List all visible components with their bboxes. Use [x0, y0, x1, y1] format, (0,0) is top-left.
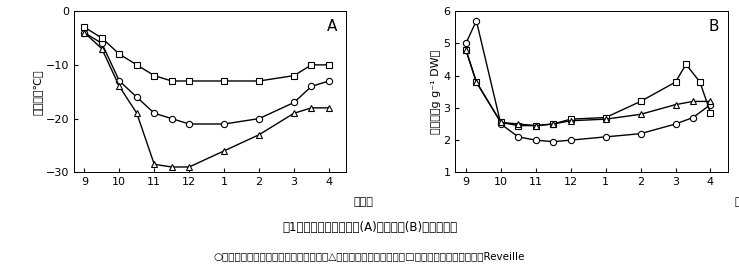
Y-axis label: 耕凍度（℃）: 耕凍度（℃） [33, 69, 43, 115]
Text: A: A [327, 19, 338, 34]
Text: 図1　牧草品種の耕凍度(A)・水分量(B)の季節推移: 図1 牧草品種の耕凍度(A)・水分量(B)の季節推移 [282, 221, 457, 234]
Text: B: B [709, 19, 719, 34]
Y-axis label: 水分量（g g⁻¹ DW）: 水分量（g g⁻¹ DW） [431, 49, 440, 134]
Text: （月）: （月） [353, 197, 373, 207]
Text: ○オーチャードグラス：ワセミドリ　　△チモシー：センボク　　□ペレニアルライグラス：Reveille: ○オーチャードグラス：ワセミドリ △チモシー：センボク □ペレニアルライグラス：… [214, 252, 525, 262]
Text: （月）: （月） [735, 197, 739, 207]
